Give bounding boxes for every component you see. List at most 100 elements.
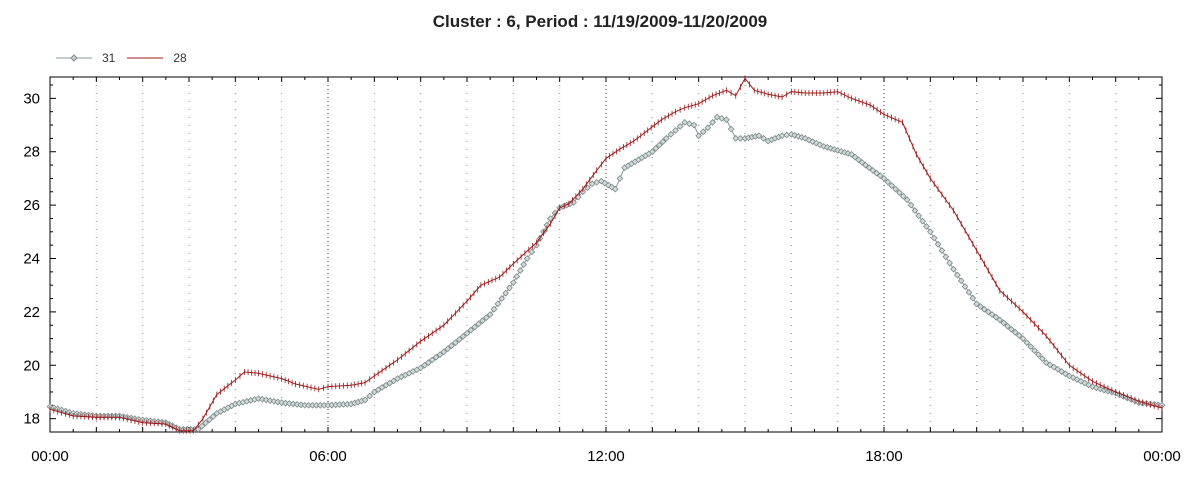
data-point-31: [848, 151, 855, 158]
data-point-31: [957, 277, 965, 285]
data-point-31: [1019, 335, 1027, 342]
data-point-31: [459, 332, 467, 340]
data-point-31: [516, 267, 524, 274]
data-point-31: [704, 124, 712, 132]
data-point-31: [865, 164, 873, 172]
y-tick-label: 28: [23, 144, 40, 161]
data-point-31: [690, 121, 698, 129]
data-point-31: [727, 125, 735, 133]
data-point-31: [278, 399, 286, 407]
data-point-31: [695, 132, 703, 140]
data-point-31: [934, 240, 942, 248]
x-tick-label: 00:00: [31, 448, 69, 465]
data-point-31: [1015, 332, 1023, 339]
data-point-31: [880, 175, 888, 182]
data-point-31: [194, 425, 202, 433]
data-point-31: [662, 135, 670, 142]
data-point-31: [969, 294, 977, 302]
data-point-31: [506, 284, 513, 292]
data-point-31: [915, 212, 923, 220]
data-point-31: [262, 396, 270, 404]
data-point-31: [297, 401, 305, 409]
data-point-31: [467, 326, 475, 334]
chart-title: Cluster : 6, Period : 11/19/2009-11/20/2…: [432, 12, 768, 31]
data-point-31: [448, 342, 455, 350]
data-point-31: [1092, 384, 1100, 392]
data-point-31: [844, 150, 852, 157]
data-point-31: [988, 311, 996, 318]
data-point-31: [202, 419, 210, 427]
data-point-31: [1000, 319, 1008, 327]
data-point-31: [490, 305, 498, 313]
data-point-31: [1038, 355, 1046, 362]
data-point-31: [926, 228, 934, 236]
data-point-31: [946, 259, 954, 267]
data-point-31: [903, 196, 911, 204]
legend-item-series-28: 28: [127, 51, 187, 65]
data-point-31: [455, 336, 463, 343]
data-point-31: [961, 283, 969, 290]
data-point-31: [659, 138, 667, 146]
data-point-31: [1008, 325, 1015, 333]
data-point-31: [274, 398, 282, 406]
data-point-31: [1031, 347, 1038, 354]
data-point-31: [611, 185, 619, 193]
tick-labels: 00:00 06:00 12:00 18:00 00:00 18 20 22 24 26 28 30: [23, 90, 1180, 465]
data-point-31: [1089, 383, 1096, 390]
data-point-31: [436, 351, 444, 358]
data-point-31: [652, 145, 660, 152]
data-point-31: [862, 161, 869, 169]
data-point-31: [892, 185, 899, 193]
data-point-31: [198, 422, 206, 430]
data-point-31: [760, 135, 767, 142]
series-layer: [46, 75, 1166, 434]
data-point-31: [444, 345, 452, 353]
data-point-31: [361, 396, 369, 404]
data-point-31: [923, 223, 930, 230]
data-point-31: [486, 311, 494, 318]
data-point-31: [737, 135, 744, 142]
data-point-31: [616, 175, 624, 182]
data-point-31: [876, 172, 884, 180]
data-point-31: [502, 289, 509, 297]
series-28: [49, 75, 1163, 434]
data-point-31: [841, 149, 848, 156]
data-point-31: [513, 273, 521, 280]
data-point-31: [911, 207, 919, 214]
data-point-31: [977, 303, 984, 310]
data-point-31: [471, 323, 479, 331]
data-point-31: [888, 182, 896, 189]
axis-ticks: [49, 77, 1163, 433]
data-point-31: [869, 167, 877, 174]
data-point-31: [794, 133, 802, 140]
data-point-31: [672, 127, 679, 134]
data-point-31: [479, 317, 486, 325]
data-point-31: [896, 189, 903, 197]
data-point-31: [604, 181, 612, 189]
data-point-31: [452, 339, 459, 346]
data-point-31: [973, 300, 981, 308]
data-point-31: [950, 265, 957, 273]
data-point-31: [1004, 322, 1011, 330]
data-point-31: [907, 201, 915, 209]
data-point-31: [827, 145, 835, 152]
chart-legend: 31 28: [56, 49, 199, 67]
data-point-31: [1027, 343, 1035, 350]
y-tick-label: 30: [23, 90, 40, 107]
data-point-31: [965, 288, 973, 296]
data-point-31: [830, 146, 838, 153]
y-tick-label: 18: [23, 411, 40, 428]
data-point-31: [942, 253, 950, 261]
data-point-31: [1062, 370, 1069, 378]
data-point-31: [676, 123, 684, 130]
data-point-31: [723, 116, 730, 124]
data-point-31: [858, 159, 866, 166]
plot-frame: [49, 76, 1163, 433]
data-point-31: [366, 392, 374, 400]
data-point-31: [463, 329, 471, 337]
data-point-31: [421, 361, 428, 369]
data-point-31: [648, 148, 656, 156]
data-point-31: [270, 397, 278, 405]
data-point-31: [425, 359, 432, 366]
x-tick-label: 18:00: [865, 448, 903, 465]
